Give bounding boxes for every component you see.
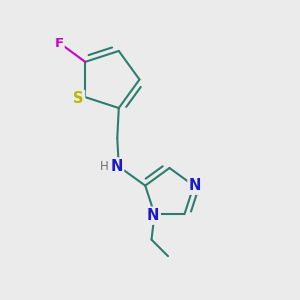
Text: F: F <box>54 38 63 50</box>
Text: N: N <box>189 178 201 193</box>
Text: N: N <box>147 208 159 223</box>
Text: H: H <box>100 160 109 173</box>
Text: S: S <box>74 91 84 106</box>
Text: N: N <box>110 159 123 174</box>
